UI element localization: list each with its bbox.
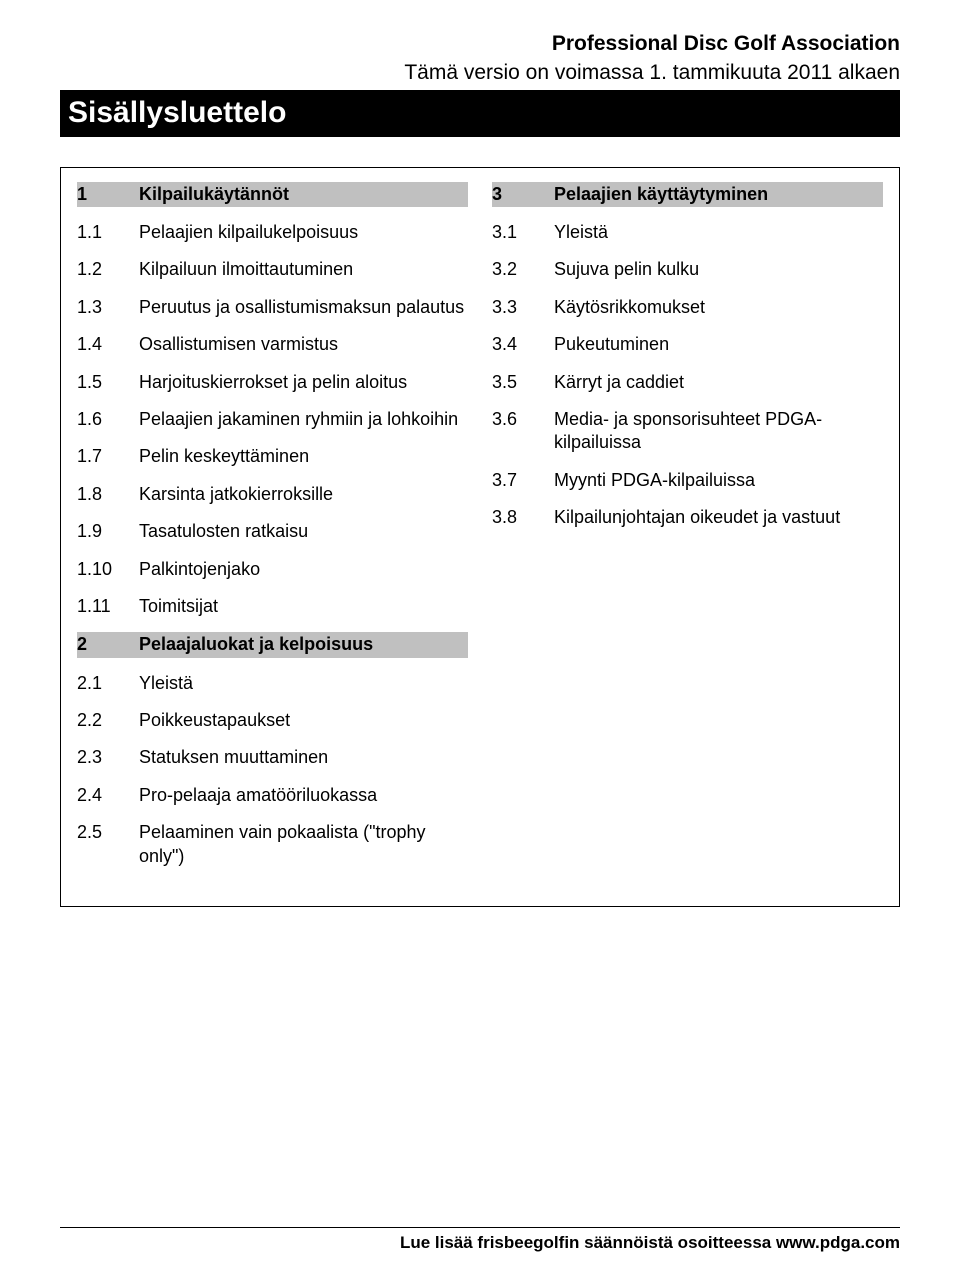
toc-number: 2.2 — [77, 709, 139, 732]
toc-row: 1.9Tasatulosten ratkaisu — [77, 520, 468, 543]
toc-label: Myynti PDGA-kilpailuissa — [554, 469, 883, 492]
toc-label: Yleistä — [139, 672, 468, 695]
toc-number: 3.1 — [492, 221, 554, 244]
toc-number: 1 — [77, 183, 139, 206]
toc-number: 3.7 — [492, 469, 554, 492]
toc-row: 3.7Myynti PDGA-kilpailuissa — [492, 469, 883, 492]
toc-row: 1.4Osallistumisen varmistus — [77, 333, 468, 356]
page-footer: Lue lisää frisbeegolfin säännöistä osoit… — [60, 1227, 900, 1254]
toc-label: Media- ja sponsorisuhteet PDGA-kilpailui… — [554, 408, 883, 455]
page-header: Professional Disc Golf Association Tämä … — [60, 30, 900, 87]
toc-box: 1Kilpailukäytännöt1.1Pelaajien kilpailuk… — [60, 167, 900, 907]
toc-label: Poikkeustapaukset — [139, 709, 468, 732]
toc-label: Tasatulosten ratkaisu — [139, 520, 468, 543]
toc-row: 1.10Palkintojenjako — [77, 558, 468, 581]
toc-number: 1.9 — [77, 520, 139, 543]
toc-number: 2.5 — [77, 821, 139, 868]
toc-row: 1.2Kilpailuun ilmoittautuminen — [77, 258, 468, 281]
toc-row: 1.5Harjoituskierrokset ja pelin aloitus — [77, 371, 468, 394]
toc-number: 1.1 — [77, 221, 139, 244]
toc-label: Karsinta jatkokierroksille — [139, 483, 468, 506]
toc-number: 2.3 — [77, 746, 139, 769]
toc-row: 3.1Yleistä — [492, 221, 883, 244]
toc-label: Kilpailuun ilmoittautuminen — [139, 258, 468, 281]
toc-label: Pelaajien kilpailukelpoisuus — [139, 221, 468, 244]
toc-number: 1.5 — [77, 371, 139, 394]
toc-row: 3.3Käytösrikkomukset — [492, 296, 883, 319]
footer-text: Lue lisää frisbeegolfin säännöistä osoit… — [60, 1232, 900, 1254]
toc-row: 2.5Pelaaminen vain pokaalista ("trophy o… — [77, 821, 468, 868]
toc-number: 1.3 — [77, 296, 139, 319]
toc-number: 3.4 — [492, 333, 554, 356]
toc-number: 1.7 — [77, 445, 139, 468]
toc-label: Peruutus ja osallistumismaksun palautus — [139, 296, 468, 319]
toc-label: Sujuva pelin kulku — [554, 258, 883, 281]
toc-label: Pelaajien jakaminen ryhmiin ja lohkoihin — [139, 408, 468, 431]
toc-number: 2.4 — [77, 784, 139, 807]
toc-label: Käytösrikkomukset — [554, 296, 883, 319]
toc-label: Pukeutuminen — [554, 333, 883, 356]
toc-right-column: 3Pelaajien käyttäytyminen3.1Yleistä3.2Su… — [492, 182, 883, 882]
toc-label: Osallistumisen varmistus — [139, 333, 468, 356]
toc-label: Pelaajien käyttäytyminen — [554, 183, 883, 206]
toc-number: 3.5 — [492, 371, 554, 394]
toc-number: 2 — [77, 633, 139, 656]
toc-left-column: 1Kilpailukäytännöt1.1Pelaajien kilpailuk… — [77, 182, 468, 882]
toc-section-row: 2Pelaajaluokat ja kelpoisuus — [77, 632, 468, 657]
toc-number: 3.2 — [492, 258, 554, 281]
toc-label: Kilpailunjohtajan oikeudet ja vastuut — [554, 506, 883, 529]
toc-row: 2.3Statuksen muuttaminen — [77, 746, 468, 769]
toc-number: 3.6 — [492, 408, 554, 455]
toc-row: 3.8Kilpailunjohtajan oikeudet ja vastuut — [492, 506, 883, 529]
toc-row: 3.4Pukeutuminen — [492, 333, 883, 356]
toc-label: Kärryt ja caddiet — [554, 371, 883, 394]
toc-row: 1.3Peruutus ja osallistumismaksun palaut… — [77, 296, 468, 319]
toc-row: 3.2Sujuva pelin kulku — [492, 258, 883, 281]
version-line: Tämä versio on voimassa 1. tammikuuta 20… — [60, 59, 900, 86]
toc-row: 1.8Karsinta jatkokierroksille — [77, 483, 468, 506]
toc-row: 3.6Media- ja sponsorisuhteet PDGA-kilpai… — [492, 408, 883, 455]
toc-label: Pelin keskeyttäminen — [139, 445, 468, 468]
toc-label: Pelaaminen vain pokaalista ("trophy only… — [139, 821, 468, 868]
toc-row: 2.4Pro-pelaaja amatööriluokassa — [77, 784, 468, 807]
toc-label: Statuksen muuttaminen — [139, 746, 468, 769]
toc-number: 3 — [492, 183, 554, 206]
toc-row: 1.6Pelaajien jakaminen ryhmiin ja lohkoi… — [77, 408, 468, 431]
toc-label: Kilpailukäytännöt — [139, 183, 468, 206]
toc-row: 3.5Kärryt ja caddiet — [492, 371, 883, 394]
toc-label: Toimitsijat — [139, 595, 468, 618]
footer-divider — [60, 1227, 900, 1228]
toc-number: 1.6 — [77, 408, 139, 431]
toc-label: Yleistä — [554, 221, 883, 244]
toc-number: 1.2 — [77, 258, 139, 281]
toc-number: 2.1 — [77, 672, 139, 695]
toc-number: 3.3 — [492, 296, 554, 319]
toc-label: Pro-pelaaja amatööriluokassa — [139, 784, 468, 807]
toc-section-row: 3Pelaajien käyttäytyminen — [492, 182, 883, 207]
toc-row: 2.2Poikkeustapaukset — [77, 709, 468, 732]
toc-number: 1.11 — [77, 595, 139, 618]
toc-row: 1.7Pelin keskeyttäminen — [77, 445, 468, 468]
toc-row: 1.1Pelaajien kilpailukelpoisuus — [77, 221, 468, 244]
association-name: Professional Disc Golf Association — [60, 30, 900, 57]
toc-label: Harjoituskierrokset ja pelin aloitus — [139, 371, 468, 394]
toc-section-row: 1Kilpailukäytännöt — [77, 182, 468, 207]
toc-number: 1.10 — [77, 558, 139, 581]
toc-label: Palkintojenjako — [139, 558, 468, 581]
page-title: Sisällysluettelo — [60, 90, 900, 137]
toc-number: 1.8 — [77, 483, 139, 506]
toc-row: 2.1Yleistä — [77, 672, 468, 695]
toc-number: 1.4 — [77, 333, 139, 356]
toc-row: 1.11Toimitsijat — [77, 595, 468, 618]
toc-label: Pelaajaluokat ja kelpoisuus — [139, 633, 468, 656]
toc-number: 3.8 — [492, 506, 554, 529]
